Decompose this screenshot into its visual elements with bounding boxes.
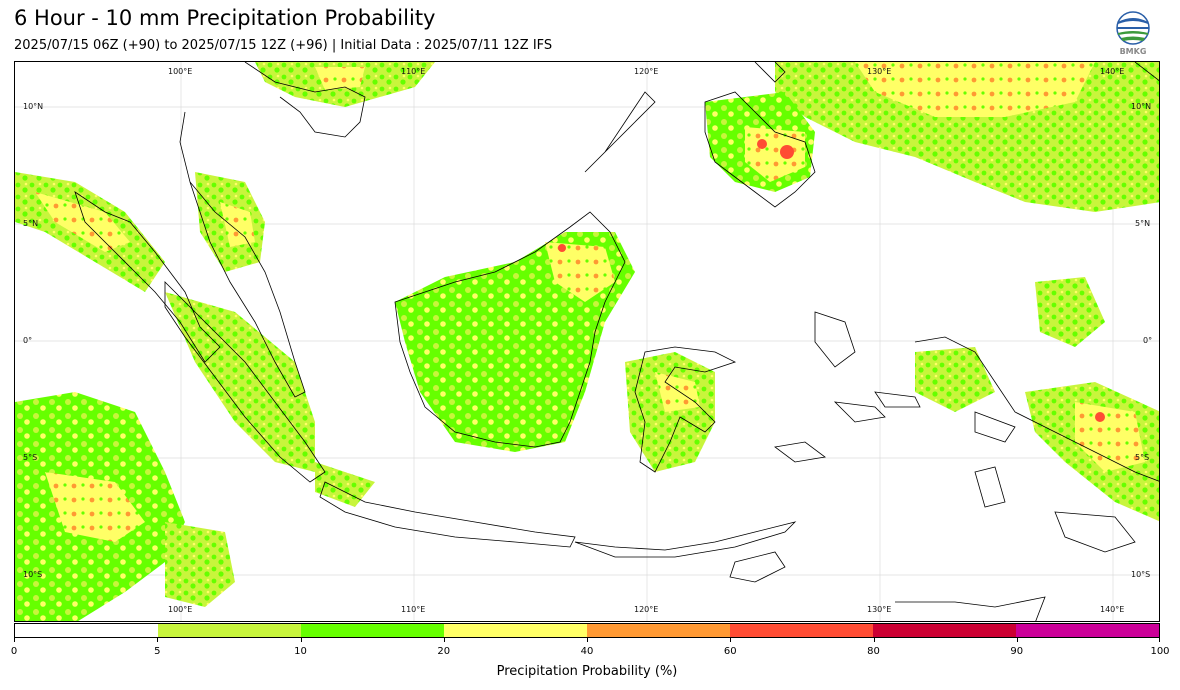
lat-label-left: 10°N [23, 102, 44, 111]
colorbar-tick-mark [873, 637, 875, 642]
precipitation-map: 100°E 110°E 120°E 130°E 140°E 100°E 110°… [14, 61, 1160, 622]
colorbar-tick-label: 80 [867, 646, 880, 657]
bmkg-logo-icon: BMKG [1114, 10, 1152, 56]
lon-label-top: 120°E [634, 67, 659, 76]
colorbar-segment [158, 624, 301, 637]
lon-label-bottom: 110°E [401, 605, 426, 614]
lat-label-right: 0° [1143, 336, 1153, 345]
colorbar-segment [730, 624, 873, 637]
coastlines [74, 62, 1159, 621]
colorbar-tick-mark [730, 637, 732, 642]
lon-label-bottom: 120°E [634, 605, 659, 614]
colorbar-segment [444, 624, 587, 637]
lon-label-top: 110°E [401, 67, 426, 76]
lat-label-left: 10°S [23, 570, 43, 579]
lat-label-right: 10°S [1131, 570, 1151, 579]
colorbar-tick-label: 90 [1010, 646, 1024, 657]
lat-label-left: 5°N [23, 219, 39, 228]
lon-label-top: 100°E [168, 67, 193, 76]
colorbar-tick-label: 100 [1150, 646, 1170, 657]
lon-label-bottom: 140°E [1100, 605, 1125, 614]
lat-label-right: 10°N [1131, 102, 1152, 111]
lon-label-bottom: 130°E [867, 605, 892, 614]
colorbar-tick-mark [14, 637, 15, 642]
lat-label-left: 5°S [23, 453, 38, 462]
lat-label-right: 5°N [1135, 219, 1151, 228]
map-title: 6 Hour - 10 mm Precipitation Probability [14, 6, 436, 30]
colorbar [14, 623, 1160, 638]
colorbar-tick-label: 10 [294, 646, 307, 657]
colorbar-tick-label: 0 [10, 646, 18, 657]
colorbar-segment [873, 624, 1016, 637]
colorbar-tick-label: 5 [154, 646, 161, 657]
colorbar-segment [15, 624, 158, 637]
colorbar-segment [587, 624, 730, 637]
precipitation-field [15, 62, 1159, 621]
lon-label-top: 130°E [867, 67, 892, 76]
map-subtitle: 2025/07/15 06Z (+90) to 2025/07/15 12Z (… [14, 38, 553, 53]
lat-label-left: 0° [23, 336, 33, 345]
colorbar-tick-mark [300, 637, 302, 642]
map-canvas [15, 62, 1159, 621]
logo-text: BMKG [1120, 47, 1147, 56]
colorbar-segment [1016, 624, 1159, 637]
colorbar-tick-mark [157, 637, 159, 642]
colorbar-tick-mark [1016, 637, 1018, 642]
colorbar-segment [301, 624, 444, 637]
lat-label-right: 5°S [1135, 453, 1150, 462]
colorbar-tick-mark [443, 637, 445, 642]
colorbar-tick-mark [1159, 637, 1160, 642]
colorbar-tick-label: 40 [580, 646, 594, 657]
colorbar-label: Precipitation Probability (%) [496, 664, 678, 679]
lon-label-top: 140°E [1100, 67, 1125, 76]
lon-label-bottom: 100°E [168, 605, 193, 614]
colorbar-tick-label: 60 [723, 646, 737, 657]
colorbar-tick-mark [587, 637, 588, 642]
colorbar-tick-label: 20 [437, 646, 451, 657]
